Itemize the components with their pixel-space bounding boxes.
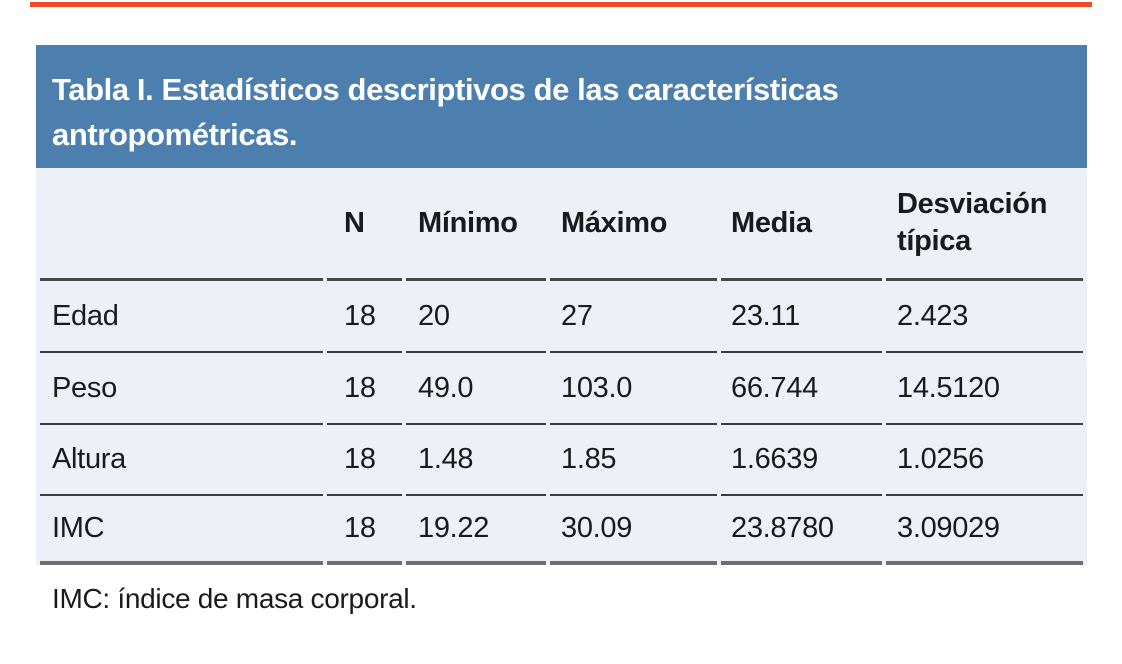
cell-media: 23.11 — [721, 281, 882, 353]
cell-maximo: 27 — [550, 281, 717, 353]
column-header-n: N — [327, 168, 402, 281]
top-accent-rule — [30, 2, 1092, 7]
row-label: Altura — [40, 425, 323, 496]
header-row: N Mínimo Máximo Media Desviación típica — [40, 168, 1083, 281]
table-title: Tabla I. Estadísticos descriptivos de la… — [52, 72, 839, 152]
cell-n: 18 — [327, 496, 402, 565]
cell-desviacion: 3.09029 — [886, 496, 1083, 565]
cell-minimo: 20 — [406, 281, 546, 353]
column-header-desviacion-tipica: Desviación típica — [886, 168, 1083, 281]
cell-minimo: 1.48 — [406, 425, 546, 496]
table-title-bar: Tabla I. Estadísticos descriptivos de la… — [36, 45, 1087, 168]
cell-maximo: 30.09 — [550, 496, 717, 565]
cell-media: 23.8780 — [721, 496, 882, 565]
table-row-imc: IMC 18 19.22 30.09 23.8780 3.09029 — [40, 496, 1083, 565]
table-footnote: IMC: índice de masa corporal. — [52, 583, 417, 614]
table-card: Tabla I. Estadísticos descriptivos de la… — [36, 45, 1087, 565]
cell-media: 1.6639 — [721, 425, 882, 496]
cell-media: 66.744 — [721, 353, 882, 425]
table-row-edad: Edad 18 20 27 23.11 2.423 — [40, 281, 1083, 353]
cell-desviacion: 1.0256 — [886, 425, 1083, 496]
cell-n: 18 — [327, 281, 402, 353]
cell-minimo: 19.22 — [406, 496, 546, 565]
cell-desviacion: 2.423 — [886, 281, 1083, 353]
cell-desviacion: 14.5120 — [886, 353, 1083, 425]
cell-maximo: 103.0 — [550, 353, 717, 425]
table-row-peso: Peso 18 49.0 103.0 66.744 14.5120 — [40, 353, 1083, 425]
cell-n: 18 — [327, 353, 402, 425]
column-header-minimo: Mínimo — [406, 168, 546, 281]
cell-maximo: 1.85 — [550, 425, 717, 496]
column-header-maximo: Máximo — [550, 168, 717, 281]
table-row-altura: Altura 18 1.48 1.85 1.6639 1.0256 — [40, 425, 1083, 496]
column-header-variable — [40, 168, 323, 281]
row-label: Peso — [40, 353, 323, 425]
cell-n: 18 — [327, 425, 402, 496]
stats-table: N Mínimo Máximo Media Desviación típica … — [36, 168, 1087, 565]
row-label: IMC — [40, 496, 323, 565]
row-label: Edad — [40, 281, 323, 353]
cell-minimo: 49.0 — [406, 353, 546, 425]
column-header-media: Media — [721, 168, 882, 281]
